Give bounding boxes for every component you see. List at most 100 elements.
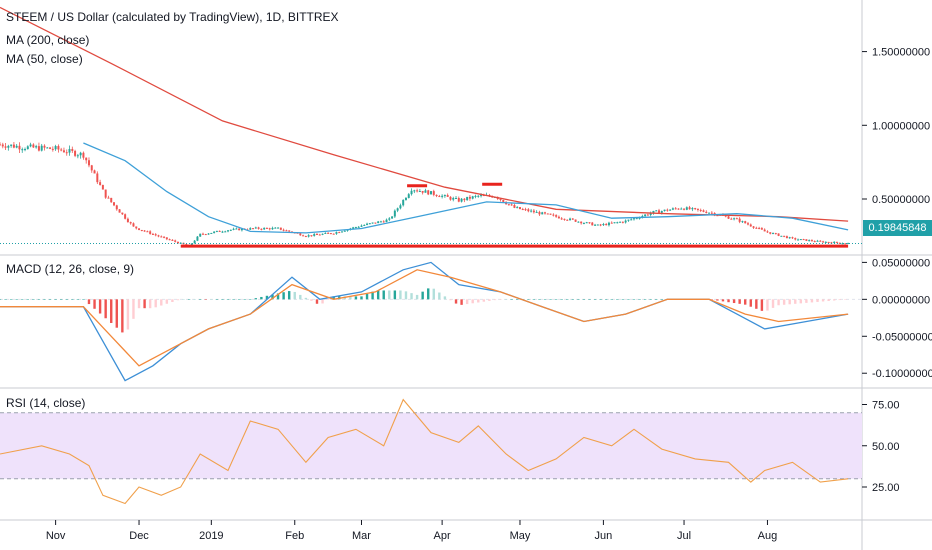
candle-body bbox=[288, 230, 291, 232]
candle-body bbox=[802, 239, 805, 241]
candle-body bbox=[54, 146, 57, 150]
candle-body bbox=[649, 213, 652, 215]
candle-body bbox=[18, 145, 21, 150]
time-tick-label: Mar bbox=[352, 530, 371, 542]
candle-body bbox=[746, 223, 749, 225]
macd-histogram-bar bbox=[566, 299, 569, 300]
candle-body bbox=[190, 243, 193, 246]
macd-histogram-bar bbox=[110, 299, 113, 323]
macd-histogram-bar bbox=[755, 299, 758, 309]
candle-body bbox=[527, 209, 530, 212]
candle-body bbox=[541, 212, 544, 215]
candle-body bbox=[585, 222, 588, 224]
macd-histogram-bar bbox=[510, 299, 513, 300]
candle-body bbox=[151, 233, 154, 235]
candle-body bbox=[307, 235, 310, 237]
candle-body bbox=[574, 219, 577, 222]
candle-body bbox=[285, 230, 288, 232]
candle-body bbox=[104, 189, 107, 198]
candle-body bbox=[24, 149, 27, 151]
candle-body bbox=[552, 214, 555, 216]
macd-histogram-bar bbox=[9, 299, 13, 300]
macd-histogram-bar bbox=[199, 299, 202, 300]
candle-body bbox=[327, 232, 330, 234]
macd-histogram-bar bbox=[37, 299, 41, 300]
candle-body bbox=[4, 146, 7, 148]
macd-histogram-bar bbox=[154, 299, 157, 308]
candle-body bbox=[833, 241, 836, 244]
candle-body bbox=[457, 198, 460, 202]
candle-body bbox=[841, 243, 844, 245]
candle-body bbox=[669, 209, 672, 211]
rsi-tick-label: 75.00 bbox=[872, 400, 900, 412]
macd-histogram-bar bbox=[838, 299, 841, 301]
candle-body bbox=[744, 221, 747, 224]
macd-histogram-bar bbox=[82, 299, 85, 300]
candle-body bbox=[396, 208, 399, 211]
candle-body bbox=[613, 222, 616, 224]
candle-body bbox=[126, 218, 129, 223]
candle-body bbox=[830, 242, 833, 244]
macd-histogram-bar bbox=[766, 299, 769, 311]
candle-body bbox=[449, 196, 452, 200]
candle-body bbox=[46, 147, 49, 149]
candle-body bbox=[847, 242, 850, 244]
candle-body bbox=[521, 209, 524, 211]
candle-body bbox=[616, 222, 619, 224]
candle-body bbox=[474, 195, 477, 197]
candle-body bbox=[227, 230, 230, 232]
candle-body bbox=[566, 219, 569, 221]
legend-ma200: MA (200, close) bbox=[6, 33, 90, 47]
macd-histogram-bar bbox=[293, 291, 296, 300]
macd-histogram-bar bbox=[315, 299, 319, 304]
candle-body bbox=[318, 234, 321, 236]
candle-body bbox=[435, 194, 438, 197]
candle-body bbox=[410, 190, 413, 195]
candle-body bbox=[37, 146, 40, 151]
macd-histogram-bar bbox=[65, 299, 68, 300]
candle-body bbox=[57, 146, 60, 150]
candle-body bbox=[32, 144, 35, 148]
candle-body bbox=[101, 185, 104, 190]
macd-histogram-bar bbox=[649, 299, 652, 300]
candle-body bbox=[735, 218, 738, 220]
candle-body bbox=[165, 237, 168, 240]
candle-body bbox=[118, 209, 121, 213]
macd-histogram-bar bbox=[126, 299, 130, 330]
macd-histogram-bar bbox=[527, 299, 530, 300]
macd-histogram-bar bbox=[76, 299, 80, 300]
candle-body bbox=[466, 196, 469, 201]
candle-body bbox=[68, 148, 71, 153]
macd-histogram-bar bbox=[232, 299, 235, 300]
macd-histogram-bar bbox=[282, 292, 285, 300]
candle-body bbox=[699, 209, 702, 211]
candle-body bbox=[577, 221, 580, 223]
macd-histogram-bar bbox=[59, 299, 63, 300]
candle-body bbox=[819, 240, 822, 242]
candle-body bbox=[644, 214, 647, 217]
candle-body bbox=[265, 227, 268, 229]
candle-body bbox=[632, 218, 635, 220]
candle-body bbox=[10, 144, 13, 146]
candle-body bbox=[60, 149, 63, 151]
macd-histogram-bar bbox=[432, 288, 435, 300]
candle-body bbox=[135, 226, 138, 229]
candle-body bbox=[213, 231, 216, 233]
candle-body bbox=[210, 232, 213, 234]
candle-body bbox=[157, 235, 160, 237]
time-tick-label: Aug bbox=[758, 530, 778, 542]
macd-histogram-bar bbox=[215, 299, 219, 300]
candle-body bbox=[1, 144, 4, 147]
candle-body bbox=[516, 207, 519, 209]
candle-body bbox=[21, 149, 24, 151]
candle-body bbox=[143, 230, 146, 232]
macd-histogram-bar bbox=[443, 296, 447, 300]
macd-histogram-bar bbox=[48, 299, 52, 300]
macd-histogram-bar bbox=[404, 291, 408, 300]
rsi-band bbox=[0, 412, 862, 479]
macd-histogram-bar bbox=[393, 290, 397, 300]
candle-body bbox=[263, 227, 266, 230]
candle-body bbox=[780, 235, 783, 237]
macd-histogram-bar bbox=[504, 299, 508, 300]
